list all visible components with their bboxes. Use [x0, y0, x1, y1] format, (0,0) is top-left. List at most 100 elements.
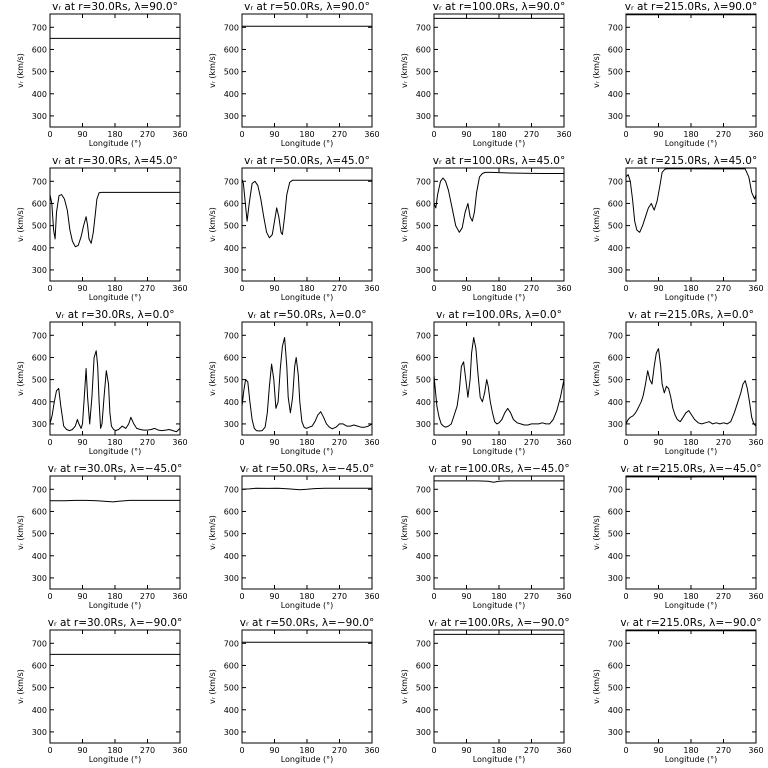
- y-tick-label: 500: [224, 68, 239, 77]
- panel-title: vᵣ at r=100.0Rs, λ=90.0°: [433, 1, 565, 13]
- x-tick-label: 270: [140, 130, 155, 139]
- x-axis-label: Longitude (°): [665, 139, 718, 148]
- panel-title: vᵣ at r=215.0Rs, λ=45.0°: [625, 155, 757, 167]
- x-tick-label: 180: [683, 284, 698, 293]
- x-tick-label: 270: [524, 284, 539, 293]
- series-line: [49, 350, 181, 433]
- y-axis-label: vᵣ (km/s): [592, 669, 601, 704]
- plot-frame: [433, 13, 565, 128]
- y-tick-label: 300: [608, 266, 623, 275]
- y-tick-label: 400: [224, 244, 239, 253]
- y-tick-label: 400: [608, 398, 623, 407]
- x-tick-label: 270: [140, 592, 155, 601]
- y-tick-label: 300: [32, 266, 47, 275]
- x-axis-label: Longitude (°): [473, 755, 526, 764]
- plot-frame: [241, 321, 373, 436]
- panel-title: vᵣ at r=50.0Rs, λ=−45.0°: [240, 463, 375, 475]
- y-axis-label: vᵣ (km/s): [16, 669, 25, 704]
- x-tick-label: 90: [269, 130, 279, 139]
- x-axis-label: Longitude (°): [665, 601, 718, 610]
- x-tick-label: 90: [269, 284, 279, 293]
- y-tick-label: 400: [32, 706, 47, 715]
- x-tick-label: 360: [748, 284, 763, 293]
- y-tick-label: 700: [224, 177, 239, 186]
- y-tick-label: 600: [32, 45, 47, 54]
- x-tick-label: 360: [172, 438, 187, 447]
- y-tick-label: 500: [416, 530, 431, 539]
- plot-frame: [625, 475, 757, 590]
- chart-panel-14: vᵣ at r=50.0Rs, λ=−45.0° 0 90 180 270 360 300 4…: [208, 463, 380, 610]
- series-line: [433, 171, 564, 233]
- x-tick-label: 270: [332, 746, 347, 755]
- y-tick-label: 600: [224, 199, 239, 208]
- x-tick-label: 360: [748, 130, 763, 139]
- x-tick-label: 0: [623, 592, 628, 601]
- x-tick-label: 0: [47, 746, 52, 755]
- y-tick-label: 300: [416, 728, 431, 737]
- x-tick-label: 180: [683, 592, 698, 601]
- x-tick-label: 180: [107, 284, 122, 293]
- y-tick-label: 300: [608, 420, 623, 429]
- y-tick-label: 700: [416, 23, 431, 32]
- x-tick-label: 0: [623, 284, 628, 293]
- y-tick-label: 700: [608, 485, 623, 494]
- plot-frame: [433, 475, 565, 590]
- y-tick-label: 400: [608, 706, 623, 715]
- y-tick-label: 500: [32, 684, 47, 693]
- x-tick-label: 90: [77, 284, 87, 293]
- x-tick-label: 270: [716, 592, 731, 601]
- chart-panel-16: vᵣ at r=215.0Rs, λ=−45.0° 0 90 180 270 360 300…: [592, 463, 764, 610]
- y-tick-label: 400: [416, 398, 431, 407]
- y-tick-label: 400: [224, 552, 239, 561]
- y-tick-label: 500: [416, 684, 431, 693]
- y-tick-label: 500: [416, 376, 431, 385]
- chart-panel-11: vᵣ at r=100.0Rs, λ=0.0° 0 90 180 270 360 300 40…: [400, 309, 572, 456]
- y-tick-label: 300: [224, 266, 239, 275]
- y-tick-label: 700: [32, 485, 47, 494]
- x-tick-label: 180: [491, 438, 506, 447]
- x-tick-label: 0: [239, 438, 244, 447]
- y-tick-label: 300: [32, 728, 47, 737]
- y-tick-label: 700: [224, 331, 239, 340]
- x-tick-label: 360: [748, 746, 763, 755]
- x-tick-label: 0: [431, 746, 436, 755]
- x-axis-label: Longitude (°): [473, 601, 526, 610]
- x-tick-label: 180: [683, 130, 698, 139]
- series-line: [625, 168, 757, 233]
- x-axis-label: Longitude (°): [281, 139, 334, 148]
- x-axis-label: Longitude (°): [665, 755, 718, 764]
- series-line: [433, 337, 565, 428]
- x-tick-label: 180: [299, 746, 314, 755]
- y-tick-label: 300: [416, 112, 431, 121]
- y-tick-label: 700: [32, 639, 47, 648]
- panel-title: vᵣ at r=50.0Rs, λ=0.0°: [247, 309, 366, 321]
- chart-panel-18: vᵣ at r=50.0Rs, λ=−90.0° 0 90 180 270 360 300 4…: [208, 617, 380, 764]
- y-tick-label: 700: [224, 639, 239, 648]
- y-tick-label: 500: [32, 376, 47, 385]
- x-tick-label: 180: [491, 284, 506, 293]
- x-tick-label: 180: [491, 130, 506, 139]
- x-tick-label: 90: [461, 438, 471, 447]
- y-tick-label: 600: [32, 507, 47, 516]
- x-tick-label: 90: [269, 438, 279, 447]
- y-tick-label: 600: [224, 507, 239, 516]
- y-tick-label: 300: [224, 420, 239, 429]
- plot-frame: [241, 629, 373, 744]
- chart-panel-4: vᵣ at r=215.0Rs, λ=90.0° 0 90 180 270 360 300 4…: [592, 1, 764, 148]
- y-tick-label: 300: [32, 112, 47, 121]
- chart-panel-15: vᵣ at r=100.0Rs, λ=−45.0° 0 90 180 270 360 300…: [400, 463, 572, 610]
- chart-panel-1: vᵣ at r=30.0Rs, λ=90.0° 0 90 180 270 360 300 40…: [16, 1, 188, 148]
- chart-panel-3: vᵣ at r=100.0Rs, λ=90.0° 0 90 180 270 360 300 4…: [400, 1, 572, 148]
- x-tick-label: 0: [239, 130, 244, 139]
- y-axis-label: vᵣ (km/s): [400, 669, 409, 704]
- y-tick-label: 700: [416, 485, 431, 494]
- y-axis-label: vᵣ (km/s): [592, 53, 601, 88]
- x-axis-label: Longitude (°): [665, 293, 718, 302]
- y-tick-label: 700: [416, 177, 431, 186]
- x-tick-label: 360: [364, 438, 379, 447]
- x-tick-label: 270: [140, 284, 155, 293]
- y-tick-label: 400: [608, 244, 623, 253]
- y-tick-label: 300: [416, 266, 431, 275]
- x-tick-label: 270: [716, 130, 731, 139]
- y-tick-label: 300: [608, 112, 623, 121]
